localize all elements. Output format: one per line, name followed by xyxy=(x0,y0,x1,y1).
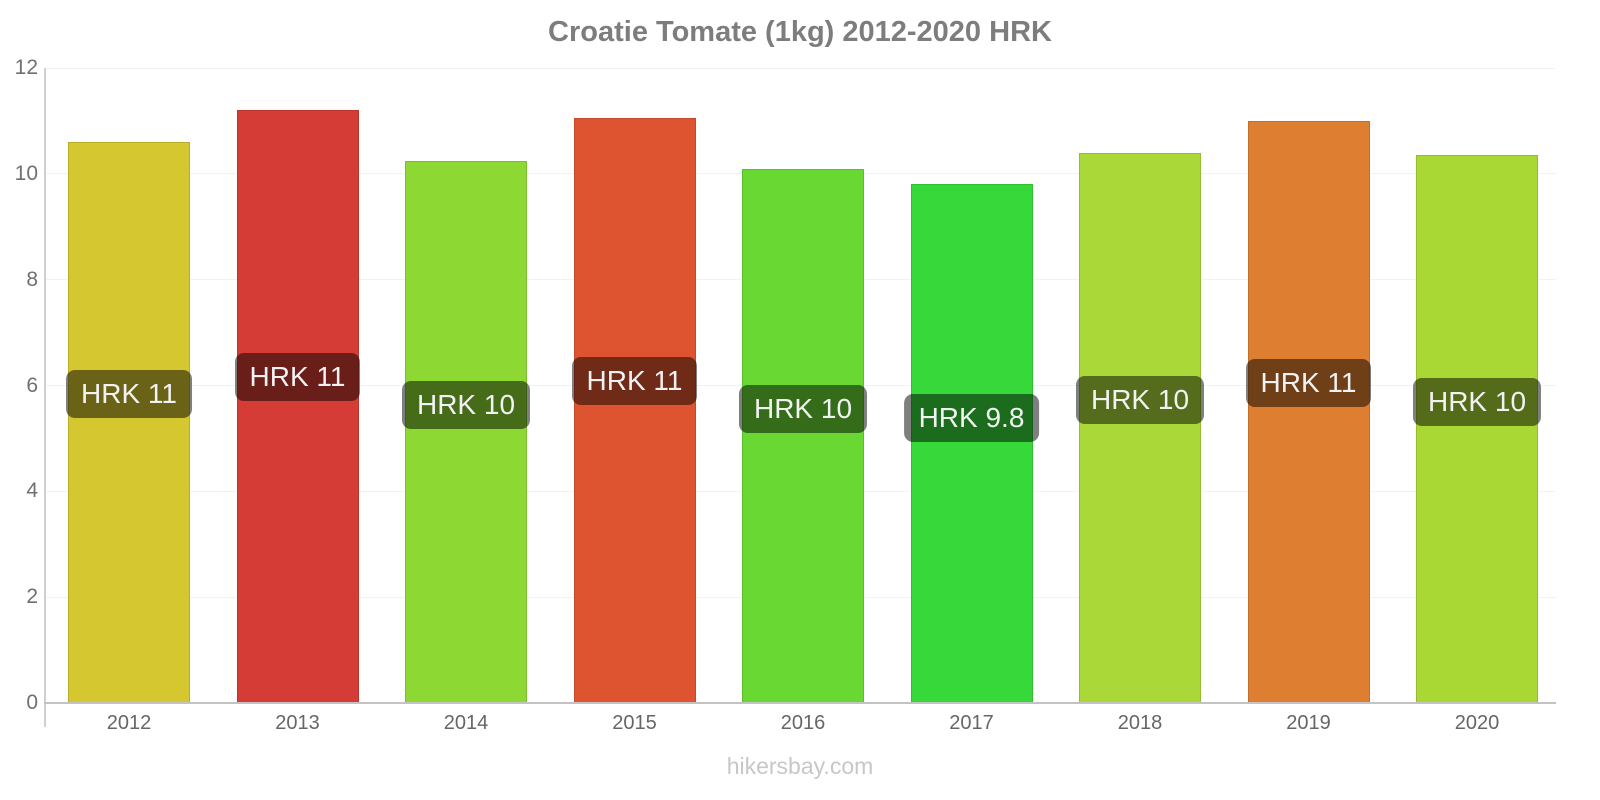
y-tick-label-2: 2 xyxy=(26,585,38,609)
y-tick-label-6: 6 xyxy=(26,373,38,397)
x-tick-label-2017: 2017 xyxy=(949,712,994,734)
bar-2018[interactable] xyxy=(1079,152,1201,703)
bar-2012[interactable] xyxy=(68,142,190,703)
x-tick-label-2013: 2013 xyxy=(275,712,320,734)
y-tick-label-4: 4 xyxy=(26,479,38,503)
bar-2014[interactable] xyxy=(405,160,527,703)
y-tick-label-10: 10 xyxy=(14,161,38,185)
x-tick-label-2016: 2016 xyxy=(780,712,826,734)
x-tick-label-2018: 2018 xyxy=(1117,712,1163,734)
bar-value-label-2017: HRK 9.8 xyxy=(903,393,1040,442)
bar-value-label-2016: HRK 10 xyxy=(738,385,868,434)
watermark-link[interactable]: hikersbay.com xyxy=(726,753,874,779)
bar-value-label-2013: HRK 11 xyxy=(234,353,361,402)
x-tick-label-2014: 2014 xyxy=(443,712,489,734)
x-tick-label-2020: 2020 xyxy=(1454,712,1500,734)
bar-value-label-2015: HRK 11 xyxy=(571,357,698,406)
bar-value-label-2020: HRK 10 xyxy=(1412,377,1542,426)
bar-value-label-2014: HRK 10 xyxy=(401,380,531,429)
bar-value-label-2019: HRK 11 xyxy=(1245,358,1372,407)
bar-2013[interactable] xyxy=(236,110,359,703)
bar-2016[interactable] xyxy=(742,168,864,703)
gridline-12 xyxy=(46,67,1556,69)
bar-2020[interactable] xyxy=(1416,155,1538,703)
x-tick-label-2015: 2015 xyxy=(612,712,657,734)
x-tick-label-2012: 2012 xyxy=(106,712,152,734)
y-tick-label-0: 0 xyxy=(26,691,38,714)
x-axis-line xyxy=(44,702,1556,704)
bar-value-label-2018: HRK 10 xyxy=(1075,376,1205,425)
bar-2019[interactable] xyxy=(1247,120,1370,703)
bar-2015[interactable] xyxy=(573,118,696,703)
y-tick-label-8: 8 xyxy=(26,267,38,291)
bar-2017[interactable] xyxy=(910,184,1033,703)
y-tick-label-12: 12 xyxy=(14,56,38,79)
x-tick-label-2019: 2019 xyxy=(1286,712,1331,734)
chart-title: Croatie Tomate (1kg) 2012-2020 HRK xyxy=(548,16,1052,48)
bar-value-label-2012: HRK 11 xyxy=(66,370,192,419)
y-axis-line xyxy=(44,68,46,727)
